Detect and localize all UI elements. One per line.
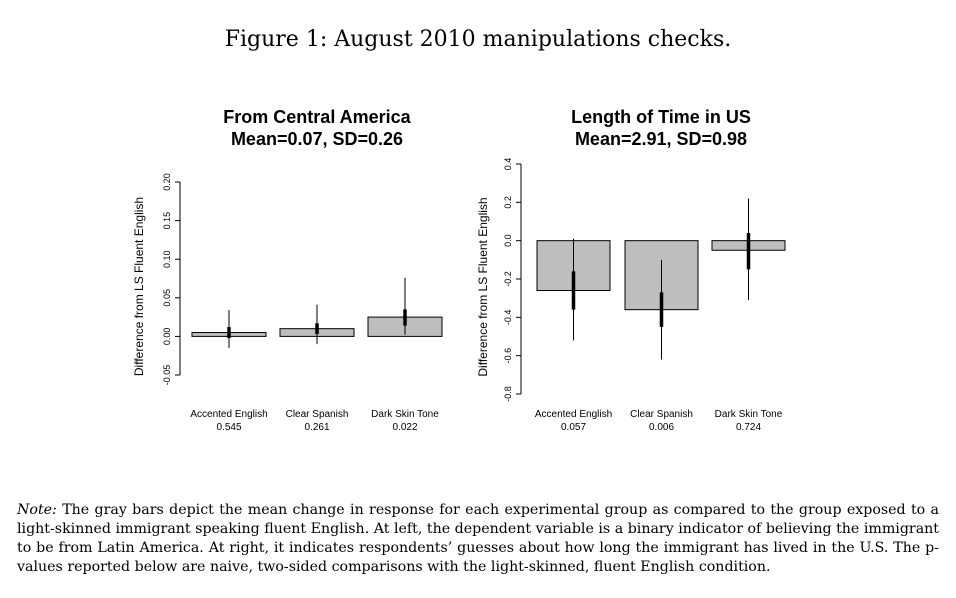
p-value-label: 0.006 (649, 422, 674, 433)
note-label: Note: (17, 502, 57, 518)
note-text: The gray bars depict the mean change in … (17, 502, 939, 575)
figure-title: Figure 1: August 2010 manipulations chec… (224, 27, 732, 52)
category-label: Clear Spanish (286, 409, 349, 420)
y-tick-label: 0.00 (162, 328, 172, 346)
chart-subtitle: Mean=2.91, SD=0.98 (575, 129, 747, 149)
figure-note: Note: The gray bars depict the mean chan… (17, 501, 939, 577)
p-value-label: 0.261 (304, 422, 329, 433)
category-label: Accented English (190, 409, 267, 420)
chart-title: Length of Time in US (571, 107, 751, 127)
p-value-label: 0.724 (736, 422, 761, 433)
y-tick-label: 0.0 (503, 234, 513, 247)
y-tick-label: 0.10 (162, 250, 172, 268)
y-axis-label: Difference from LS Fluent English (476, 197, 490, 376)
y-tick-label: -0.6 (503, 348, 513, 364)
y-tick-label: 0.4 (503, 158, 513, 171)
p-value-label: 0.022 (392, 422, 417, 433)
y-axis-label: Difference from LS Fluent English (132, 197, 146, 376)
y-tick-label: 0.2 (503, 196, 513, 209)
y-tick-label: 0.20 (162, 173, 172, 191)
y-tick-label: 0.05 (162, 289, 172, 307)
y-tick-label: -0.05 (162, 365, 172, 386)
y-tick-label: 0.15 (162, 212, 172, 230)
category-label: Accented English (535, 409, 612, 420)
chart-subtitle: Mean=0.07, SD=0.26 (231, 129, 403, 149)
y-tick-label: -0.8 (503, 386, 513, 402)
chart-title: From Central America (223, 107, 411, 127)
p-value-label: 0.057 (561, 422, 586, 433)
category-label: Dark Skin Tone (371, 409, 439, 420)
p-value-label: 0.545 (216, 422, 241, 433)
y-tick-label: -0.4 (503, 310, 513, 326)
category-label: Clear Spanish (630, 409, 693, 420)
y-tick-label: -0.2 (503, 271, 513, 287)
category-label: Dark Skin Tone (715, 409, 783, 420)
